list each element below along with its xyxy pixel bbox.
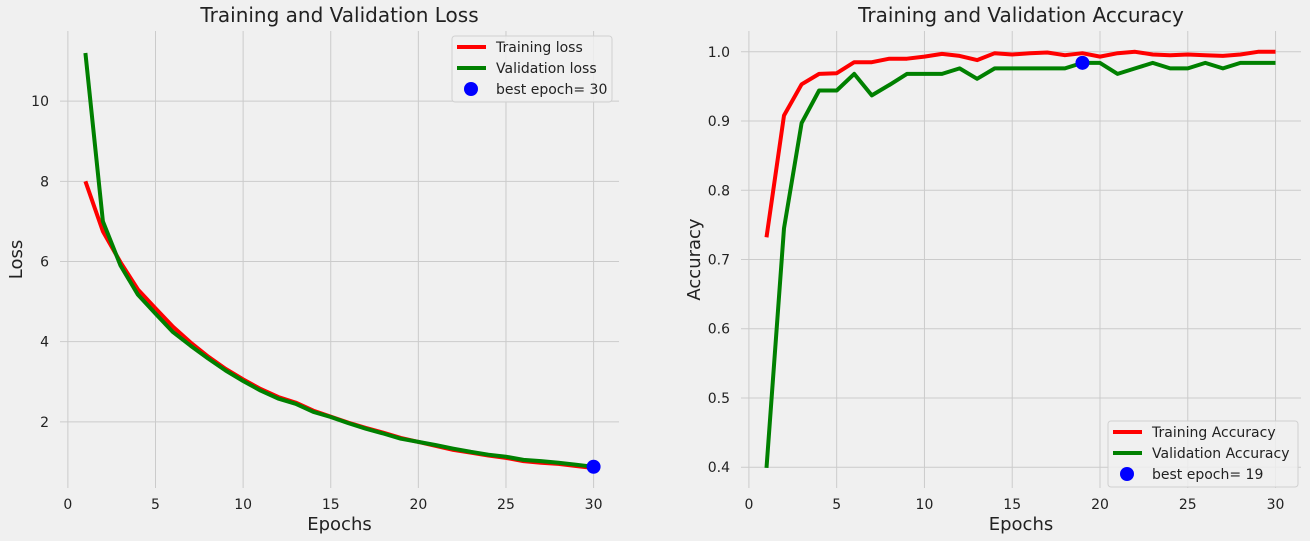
y-tick-label: 0.7 xyxy=(708,253,730,269)
legend-label: Validation loss xyxy=(496,61,597,77)
best-epoch-point xyxy=(1075,55,1090,70)
x-tick-label: 15 xyxy=(322,497,340,513)
y-tick-label: 0.8 xyxy=(708,183,730,199)
x-tick-label: 30 xyxy=(585,497,603,513)
x-tick-label: 5 xyxy=(151,497,160,513)
y-tick-label: 0.6 xyxy=(708,322,730,338)
grid xyxy=(741,31,1301,488)
x-tick-label: 0 xyxy=(744,497,753,513)
x-axis-label: Epochs xyxy=(307,514,372,535)
y-axis-label: Loss xyxy=(6,240,27,279)
legend-label: Training loss xyxy=(495,40,583,56)
x-tick-label: 10 xyxy=(916,497,934,513)
x-tick-label: 25 xyxy=(1179,497,1197,513)
grid xyxy=(60,31,619,488)
y-tick-label: 0.9 xyxy=(708,114,730,130)
legend-marker xyxy=(1120,467,1134,481)
y-tick-label: 8 xyxy=(40,174,49,190)
y-tick-label: 4 xyxy=(40,335,49,351)
best-epoch-point xyxy=(586,459,601,474)
legend-box xyxy=(1107,420,1299,488)
series-line-1 xyxy=(83,52,594,469)
y-tick-label: 6 xyxy=(40,255,49,271)
legend-marker xyxy=(464,82,478,96)
chart-title: Training and Validation Loss xyxy=(199,3,478,27)
accuracy-chart: Training and Validation Accuracy Epochs … xyxy=(684,3,1301,535)
x-tick-label: 15 xyxy=(1003,497,1021,513)
plot-area xyxy=(60,31,619,488)
y-axis-label: Accuracy xyxy=(684,218,705,301)
y-tick-label: 0.5 xyxy=(708,391,730,407)
series-line-0 xyxy=(764,49,1276,238)
y-tick-label: 0.4 xyxy=(708,460,730,476)
y-tick-label: 10 xyxy=(31,94,49,110)
x-tick-label: 30 xyxy=(1267,497,1285,513)
x-tick-label: 20 xyxy=(409,497,427,513)
legend-label: Training Accuracy xyxy=(1151,425,1276,441)
y-tick-label: 1.0 xyxy=(708,45,730,61)
legend-label: best epoch= 19 xyxy=(1152,467,1263,483)
legend-box xyxy=(451,35,613,103)
y-tick-label: 2 xyxy=(40,415,49,431)
x-tick-label: 0 xyxy=(63,497,72,513)
x-tick-label: 20 xyxy=(1091,497,1109,513)
x-tick-label: 25 xyxy=(497,497,515,513)
x-tick-label: 10 xyxy=(234,497,252,513)
legend-label: Validation Accuracy xyxy=(1152,446,1290,462)
legend-label: best epoch= 30 xyxy=(496,82,607,98)
legend: Training loss Validation loss best epoch= … xyxy=(451,35,613,103)
x-axis-label: Epochs xyxy=(989,514,1054,535)
chart-title: Training and Validation Accuracy xyxy=(857,3,1184,27)
x-tick-label: 5 xyxy=(832,497,841,513)
loss-chart: Training and Validation Loss Epochs Loss… xyxy=(6,3,619,535)
legend: Training Accuracy Validation Accuracy best… xyxy=(1107,420,1299,488)
series-line-1 xyxy=(764,60,1276,469)
